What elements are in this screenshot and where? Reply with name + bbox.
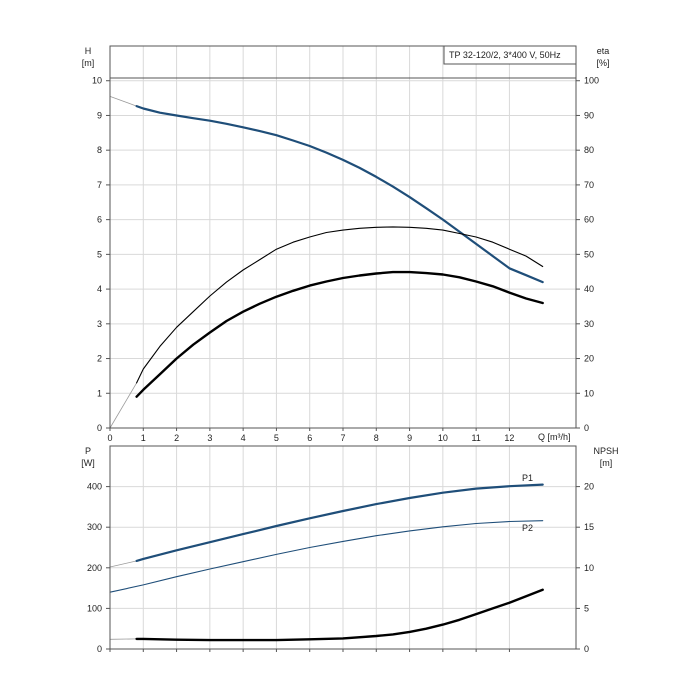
x-tick-label: 8 [374,433,379,443]
p-tick-label: 100 [87,603,102,613]
y-left-tick-label: 9 [97,110,102,120]
p2-curve [109,520,544,593]
npsh-curve [135,588,544,642]
y-right-tick-label: 100 [584,76,599,86]
x-tick-label: 10 [438,433,448,443]
y-right-tick-label: 80 [584,145,594,155]
p2-series-label: P2 [522,523,533,533]
npsh-label: NPSH [593,446,618,456]
x-tick-label: 1 [141,433,146,443]
x-tick-label: 12 [504,433,514,443]
npsh-unit: [m] [600,458,613,468]
p-tick-label: 300 [87,522,102,532]
p-tick-label: 0 [97,644,102,654]
p-tick-label: 400 [87,482,102,492]
y-left-unit: [m] [82,58,95,68]
y-right-tick-label: 40 [584,284,594,294]
y-right-label: eta [597,46,610,56]
y-left-tick-label: 5 [97,249,102,259]
top-tick-labels: 0 1 2 3 4 5 6 7 8 9 10 11 12012345678910010203040506… [92,76,599,443]
y-left-tick-label: 10 [92,76,102,86]
x-tick-label: 9 [407,433,412,443]
title-box [443,45,577,65]
y-right-tick-label: 20 [584,354,594,364]
efficiency-curve [136,226,544,384]
top-series [109,96,544,429]
y-left-tick-label: 3 [97,319,102,329]
x-tick-label: 11 [471,433,480,443]
y-right-tick-label: 30 [584,319,594,329]
y-right-tick-label: 50 [584,249,594,259]
y-left-tick-label: 2 [97,354,102,364]
npsh-tick-label: 10 [584,563,594,573]
x-tick-label: 4 [241,433,246,443]
npsh-tick-label: 5 [584,603,589,613]
top-grid [109,46,576,428]
head-efficiency-panel: 0 1 2 3 4 5 6 7 8 9 10 11 12012345678910010203040506… [82,45,610,443]
x-tick-label: 2 [174,433,179,443]
chart-title: TP 32-120/2, 3*400 V, 50Hz [449,50,561,60]
y-right-tick-label: 60 [584,215,594,225]
p1-curve-extension [109,560,137,568]
head-curve-extension [109,96,137,107]
y-left-tick-label: 4 [97,284,102,294]
p-label: P [85,446,91,456]
y-right-unit: [%] [596,58,609,68]
bottom-grid [109,446,576,649]
y-left-tick-label: 6 [97,215,102,225]
x-tick-label: 0 [107,433,112,443]
y-left-tick-label: 7 [97,180,102,190]
y-right-tick-label: 0 [584,423,589,433]
efficiency-curve-extension [109,382,137,429]
y-left-label: H [85,46,92,56]
bottom-plot-frame [109,445,577,650]
y-right-tick-label: 10 [584,388,594,398]
top-plot-frame [109,45,577,429]
p1-curve [135,483,544,562]
x-tick-label: 3 [207,433,212,443]
x-tick-label: 6 [307,433,312,443]
total-efficiency-curve [135,270,544,398]
x-tick-label: 7 [340,433,345,443]
y-right-tick-label: 90 [584,110,594,120]
npsh-tick-label: 15 [584,522,594,532]
npsh-tick-label: 20 [584,482,594,492]
x-axis-label: Q [m³/h] [538,432,571,442]
p-unit: [W] [81,458,95,468]
head-curve [135,105,544,284]
y-left-tick-label: 8 [97,145,102,155]
npsh-tick-label: 0 [584,644,589,654]
y-left-tick-label: 0 [97,423,102,433]
p1-series-label: P1 [522,473,533,483]
x-tick-label: 5 [274,433,279,443]
y-right-tick-label: 70 [584,180,594,190]
y-left-tick-label: 1 [97,388,102,398]
p-tick-label: 200 [87,563,102,573]
bottom-series [109,483,544,642]
